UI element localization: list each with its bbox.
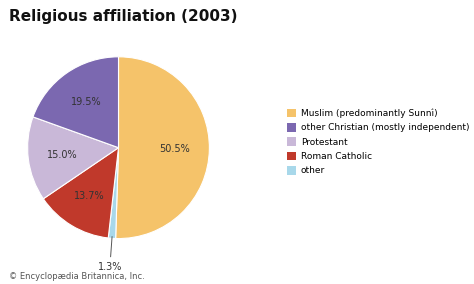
Text: 50.5%: 50.5% — [159, 144, 190, 154]
Wedge shape — [43, 148, 118, 238]
Wedge shape — [27, 117, 118, 199]
Wedge shape — [108, 148, 118, 239]
Text: Religious affiliation (2003): Religious affiliation (2003) — [9, 9, 238, 24]
Text: 1.3%: 1.3% — [98, 237, 122, 272]
Legend: Muslim (predominantly Sunní), other Christian (mostly independent), Protestant,: Muslim (predominantly Sunní), other Chr… — [287, 108, 469, 176]
Text: 19.5%: 19.5% — [71, 97, 101, 106]
Wedge shape — [33, 57, 118, 148]
Text: © Encyclopædia Britannica, Inc.: © Encyclopædia Britannica, Inc. — [9, 272, 145, 281]
Wedge shape — [116, 57, 210, 239]
Text: 13.7%: 13.7% — [74, 191, 105, 201]
Text: 15.0%: 15.0% — [47, 150, 78, 160]
